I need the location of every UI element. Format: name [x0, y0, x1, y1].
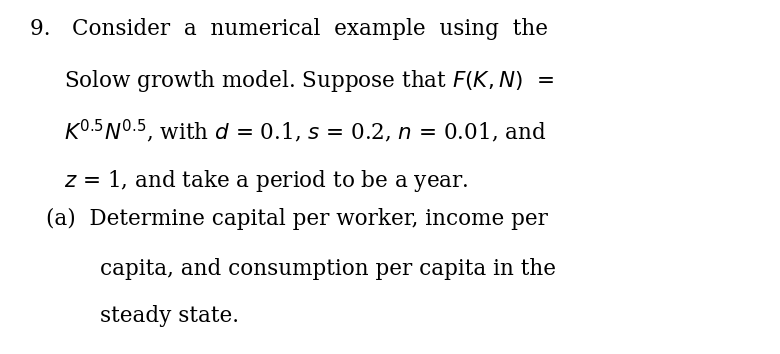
Text: $z$ = 1, and take a period to be a year.: $z$ = 1, and take a period to be a year.: [64, 168, 469, 194]
Text: steady state.: steady state.: [100, 305, 239, 327]
Text: $K^{0.5}N^{0.5}$, with $d$ = 0.1, $s$ = 0.2, $n$ = 0.01, and: $K^{0.5}N^{0.5}$, with $d$ = 0.1, $s$ = …: [64, 118, 547, 145]
Text: (a)  Determine capital per worker, income per: (a) Determine capital per worker, income…: [46, 208, 548, 230]
Text: Solow growth model. Suppose that $F(K, N)$  =: Solow growth model. Suppose that $F(K, N…: [64, 68, 554, 94]
Text: 9. Consider  a  numerical  example  using  the: 9. Consider a numerical example using th…: [30, 18, 548, 40]
Text: capita, and consumption per capita in the: capita, and consumption per capita in th…: [100, 258, 556, 280]
